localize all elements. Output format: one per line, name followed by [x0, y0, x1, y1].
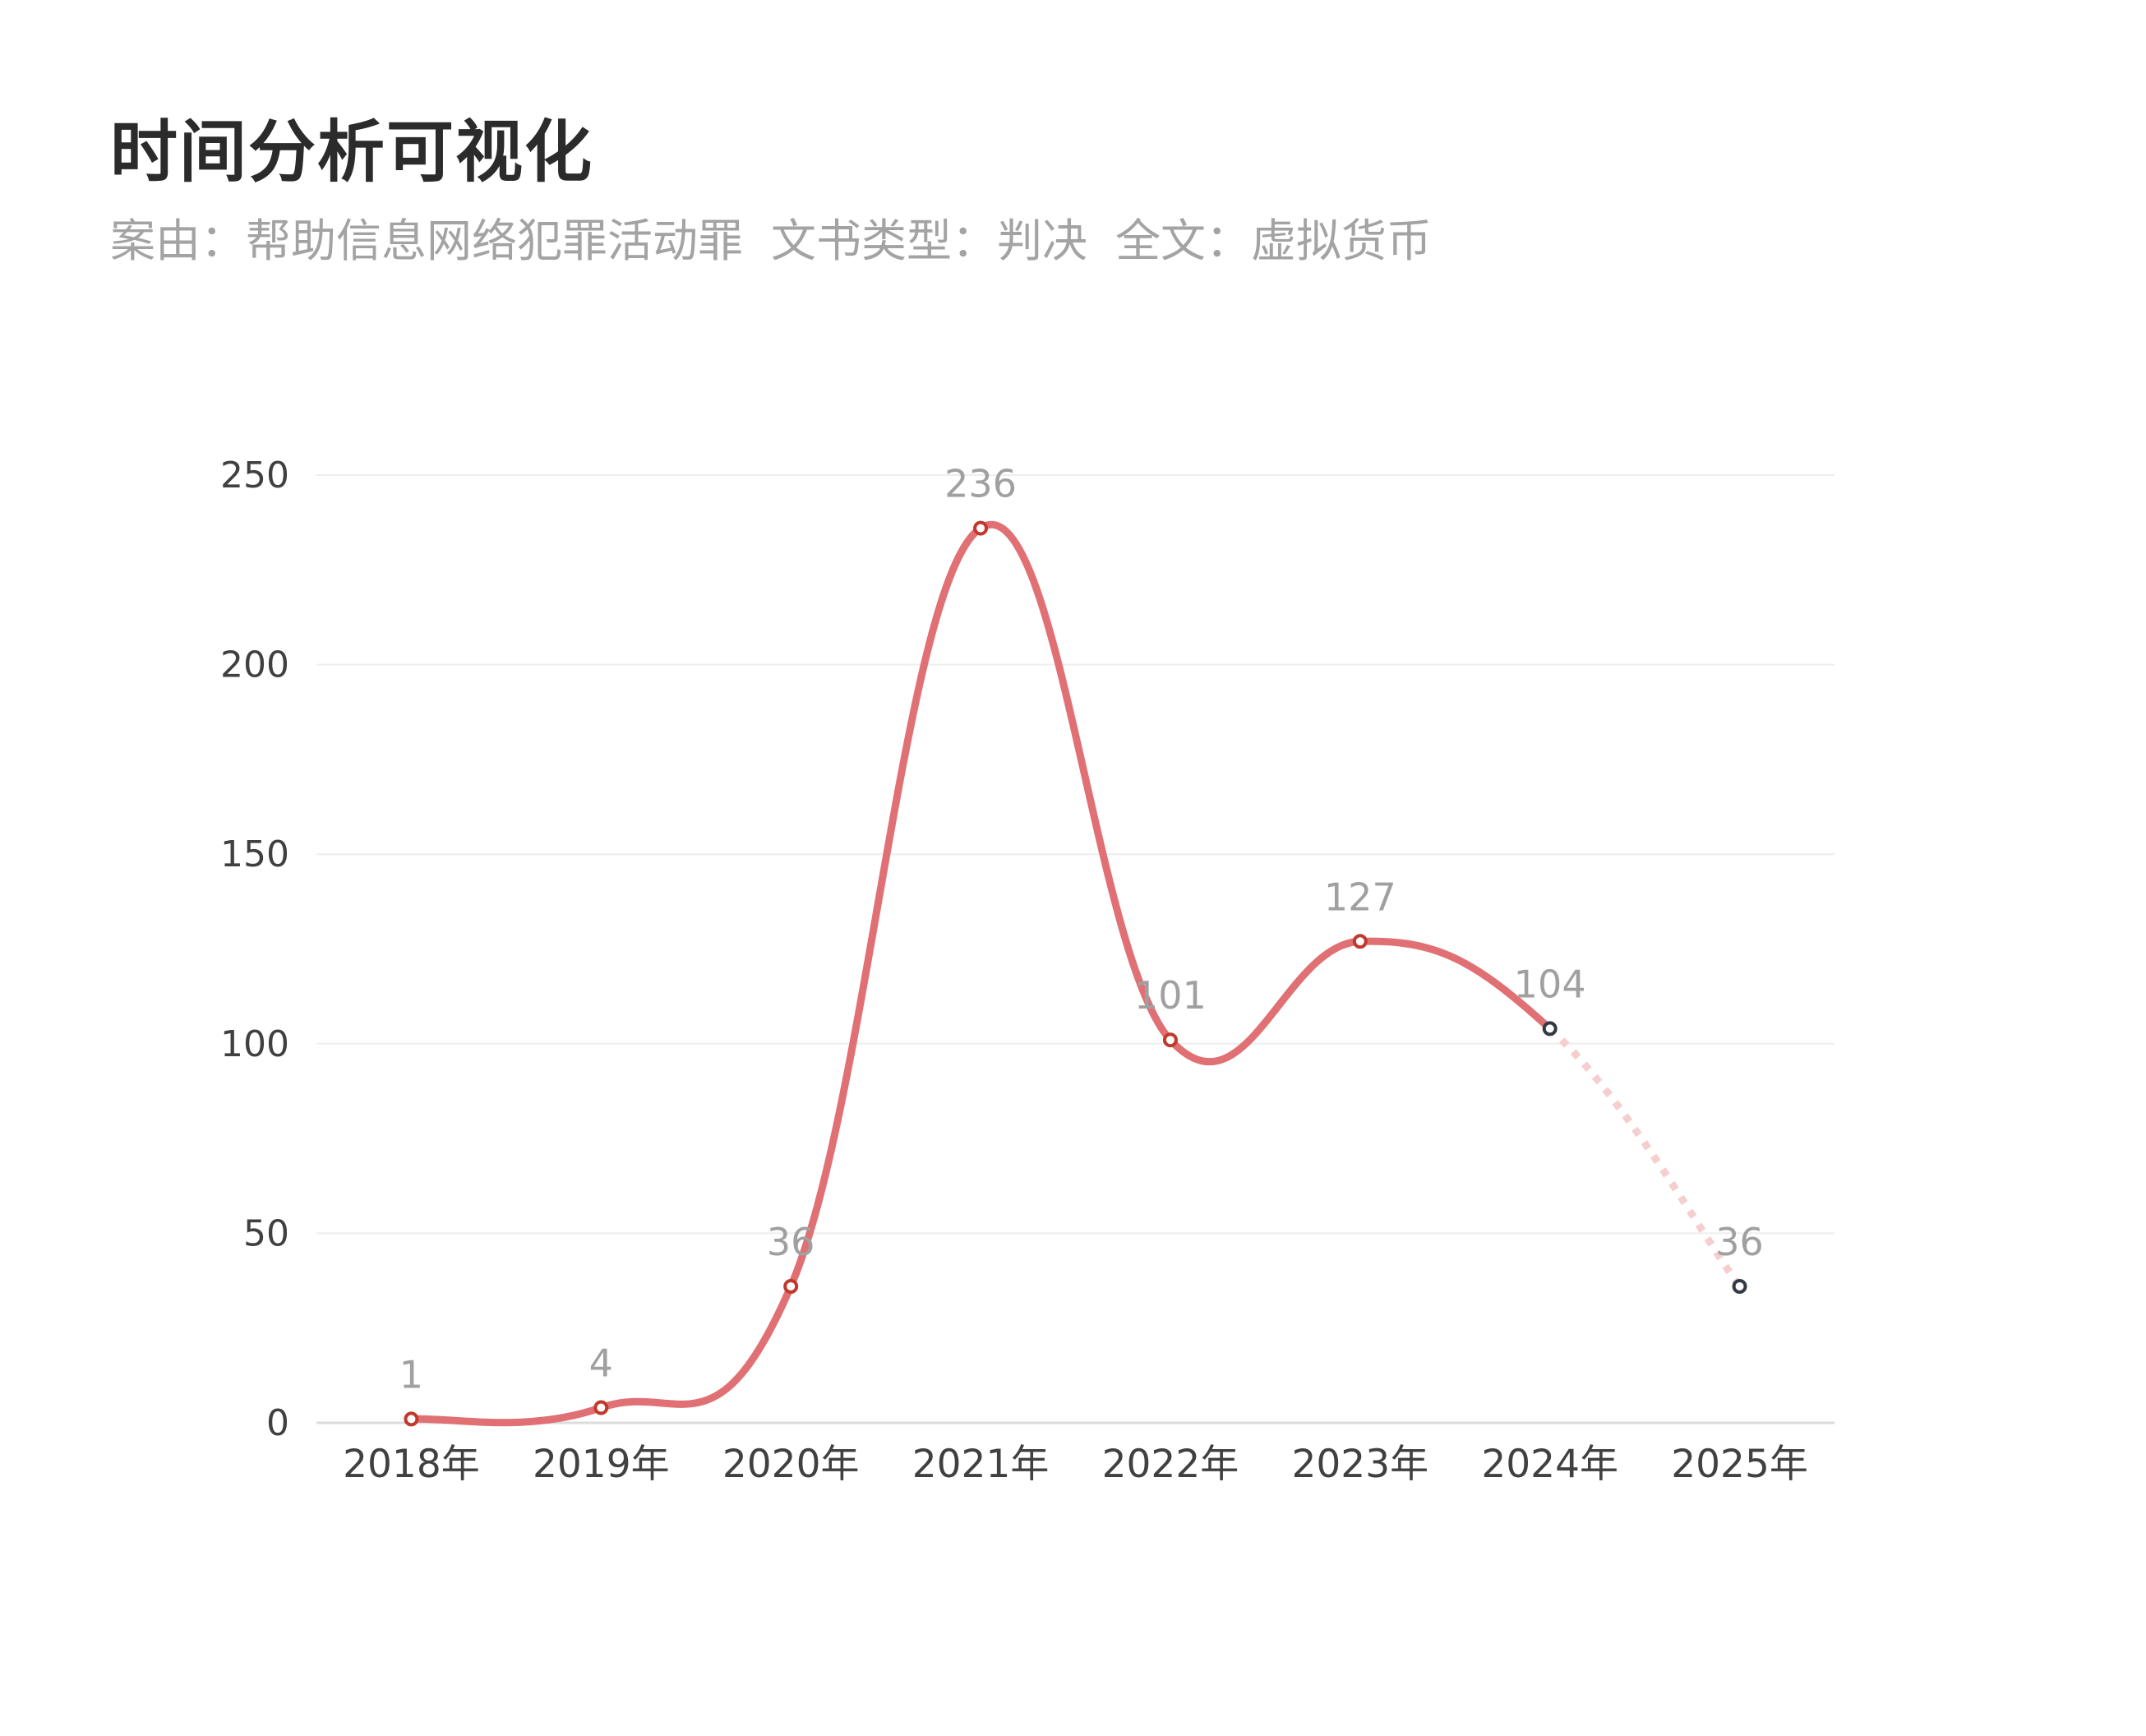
filter-doc-type: 文书类型：判决	[771, 215, 1088, 267]
series-line-actual	[407, 521, 1554, 1427]
data-point[interactable]	[973, 520, 989, 536]
series-line-forecast	[1547, 1026, 1743, 1289]
data-label: 236	[944, 462, 1017, 506]
data-point[interactable]	[593, 1400, 609, 1415]
x-tick-label: 2024年	[1481, 1442, 1618, 1487]
data-label: 4	[589, 1341, 613, 1386]
data-label: 104	[1514, 962, 1586, 1006]
data-label: 36	[1715, 1220, 1764, 1264]
y-tick-label: 0	[266, 1402, 289, 1444]
y-tick-label: 250	[220, 455, 289, 496]
y-tick-label: 200	[220, 644, 289, 686]
data-label: 101	[1134, 973, 1207, 1018]
chart-subtitle: 案由：帮助信息网络犯罪活动罪 文书类型：判决 全文：虚拟货币	[110, 204, 1460, 270]
y-tick-label: 50	[243, 1212, 289, 1254]
data-point[interactable]	[783, 1278, 799, 1294]
x-tick-label: 2025年	[1671, 1442, 1808, 1487]
x-tick-label: 2019年	[533, 1442, 670, 1487]
grid-lines	[316, 474, 1834, 1424]
y-axis-ticks: 0 50 100 150 200 250	[220, 455, 289, 1444]
x-axis-ticks: 2018年 2019年 2020年 2021年 2022年 2023年 2024年 2025年	[343, 1442, 1808, 1487]
chart-title: 时间分析可视化	[110, 113, 594, 192]
y-tick-label: 150	[220, 833, 289, 875]
data-point[interactable]	[1352, 934, 1368, 949]
x-tick-label: 2018年	[343, 1442, 480, 1487]
data-label: 1	[399, 1352, 423, 1397]
x-tick-label: 2022年	[1102, 1442, 1239, 1487]
data-point[interactable]	[1732, 1278, 1747, 1294]
x-tick-label: 2023年	[1292, 1442, 1429, 1487]
data-points	[404, 520, 1747, 1427]
filter-cause: 案由：帮助信息网络犯罪活动罪	[110, 215, 744, 267]
data-point[interactable]	[404, 1411, 419, 1427]
data-labels: 1 4 36 236 101 127 104 36	[399, 462, 1764, 1397]
y-tick-label: 100	[220, 1023, 289, 1065]
x-tick-label: 2020年	[722, 1442, 860, 1487]
data-point[interactable]	[1542, 1021, 1558, 1037]
data-label: 36	[767, 1220, 815, 1264]
x-tick-label: 2021年	[912, 1442, 1050, 1487]
data-label: 127	[1324, 875, 1396, 919]
data-point[interactable]	[1162, 1032, 1178, 1048]
filter-fulltext: 全文：虚拟货币	[1115, 215, 1433, 267]
